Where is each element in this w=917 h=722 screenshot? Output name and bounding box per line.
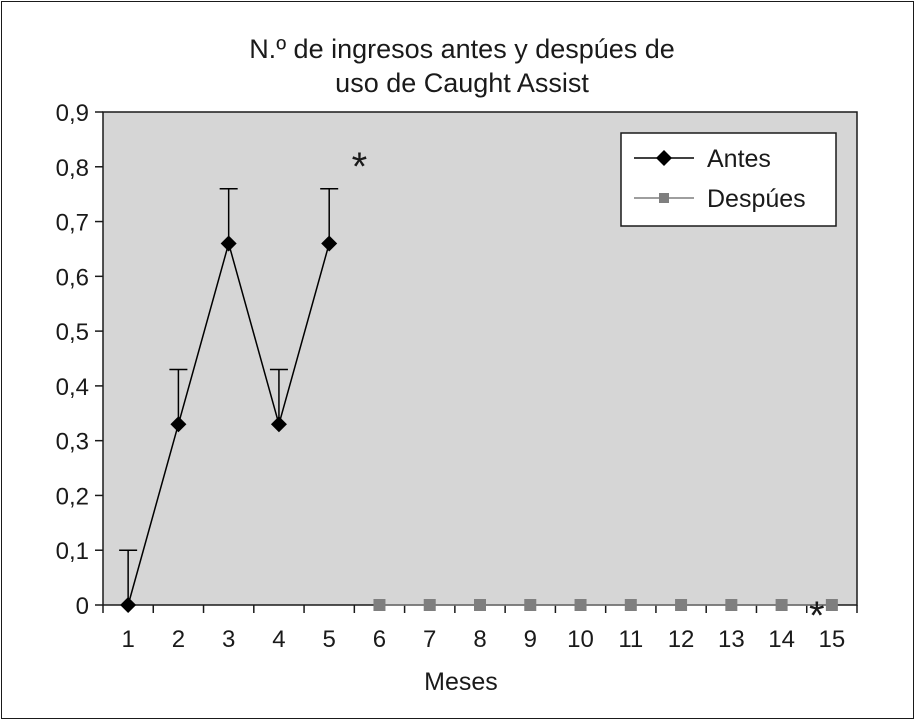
legend-antes-label: Antes — [707, 145, 771, 173]
x-tick-label: 14 — [768, 626, 795, 653]
x-tick-label: 11 — [618, 626, 643, 653]
x-tick-label: 15 — [819, 626, 846, 653]
x-tick-label: 3 — [222, 626, 235, 653]
significance-asterisk: * — [352, 145, 368, 189]
data-point-antes — [170, 416, 187, 433]
legend-antes-diamond-icon — [656, 150, 672, 166]
y-tick-label: 0,3 — [56, 429, 89, 456]
data-point-antes — [120, 597, 137, 613]
x-tick-label: 12 — [668, 626, 695, 653]
x-tick-label: 9 — [524, 626, 537, 653]
y-tick-label: 0,8 — [56, 155, 89, 182]
y-tick-label: 0,5 — [56, 319, 89, 346]
x-axis: 1 2 3 4 5 6 7 8 9 10 11 12 13 14 15 — [102, 605, 858, 653]
data-point-despues — [675, 599, 688, 611]
x-tick-label: 8 — [473, 626, 486, 653]
data-point-despues — [624, 599, 637, 611]
data-point-despues — [825, 599, 838, 611]
y-tick-label: 0,2 — [56, 483, 89, 510]
y-tick-label: 0,1 — [56, 538, 89, 565]
data-point-despues — [775, 599, 788, 611]
chart-title-line-1: N.º de ingresos antes y despúes de — [249, 34, 675, 64]
y-tick-label: 0,4 — [56, 374, 89, 401]
legend-despues-label: Despúes — [707, 185, 806, 213]
legend: Antes Despúes — [620, 132, 837, 227]
y-tick-label: 0,9 — [56, 100, 89, 127]
series-layer — [119, 187, 838, 613]
y-tick-label: 0,7 — [56, 210, 89, 237]
x-tick-label: 4 — [272, 626, 285, 653]
x-tick-label: 7 — [423, 626, 436, 653]
x-tick-label: 10 — [567, 626, 594, 653]
data-point-antes — [321, 235, 338, 252]
legend-box — [620, 132, 837, 227]
x-tick-label: 5 — [323, 626, 336, 653]
annotation-layer: ** — [352, 145, 825, 638]
data-point-antes — [220, 235, 237, 252]
data-point-despues — [524, 599, 537, 611]
x-tick-label: 2 — [172, 626, 185, 653]
y-axis: 0 0,1 0,2 0,3 0,4 0,5 0,6 0,7 0,8 0,9 — [56, 100, 103, 620]
x-tick-label: 13 — [718, 626, 745, 653]
y-tick-label: 0 — [76, 593, 89, 620]
legend-despues-square-icon — [659, 193, 669, 203]
significance-asterisk: * — [809, 594, 825, 638]
x-tick-label: 6 — [373, 626, 386, 653]
data-point-despues — [474, 599, 486, 611]
y-tick-label: 0,6 — [56, 264, 89, 291]
data-point-despues — [423, 599, 436, 611]
data-point-despues — [574, 599, 587, 611]
data-point-despues — [373, 599, 386, 611]
data-point-antes — [270, 416, 287, 433]
chart-title-line-2: uso de Caught Assist — [335, 68, 589, 98]
x-axis-label: Meses — [424, 668, 498, 696]
x-tick-label: 1 — [121, 626, 134, 653]
data-point-despues — [725, 599, 738, 611]
